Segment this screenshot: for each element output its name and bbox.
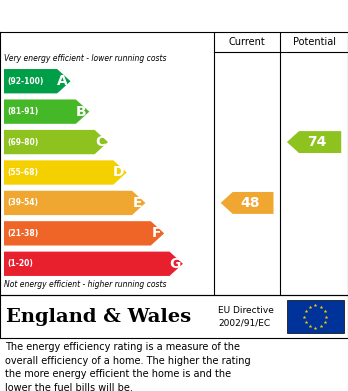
Text: (69-80): (69-80)	[7, 138, 38, 147]
Polygon shape	[4, 130, 108, 154]
Text: 48: 48	[240, 196, 260, 210]
Text: E: E	[133, 196, 142, 210]
Polygon shape	[4, 252, 183, 276]
Polygon shape	[4, 69, 71, 93]
Text: 2002/91/EC: 2002/91/EC	[218, 318, 270, 327]
Text: Not energy efficient - higher running costs: Not energy efficient - higher running co…	[4, 280, 166, 289]
Bar	[287, 300, 344, 333]
Text: F: F	[151, 226, 161, 240]
Text: (81-91): (81-91)	[7, 107, 38, 116]
Text: (21-38): (21-38)	[7, 229, 38, 238]
Text: Current: Current	[229, 37, 266, 47]
Text: Potential: Potential	[293, 37, 335, 47]
Text: Energy Efficiency Rating: Energy Efficiency Rating	[8, 9, 229, 23]
Text: C: C	[95, 135, 105, 149]
Text: A: A	[57, 74, 68, 88]
Text: 74: 74	[307, 135, 326, 149]
Text: The energy efficiency rating is a measure of the
overall efficiency of a home. T: The energy efficiency rating is a measur…	[5, 342, 251, 391]
Polygon shape	[287, 131, 341, 153]
Polygon shape	[4, 191, 145, 215]
Polygon shape	[4, 221, 164, 246]
Text: Very energy efficient - lower running costs: Very energy efficient - lower running co…	[4, 54, 166, 63]
Text: England & Wales: England & Wales	[6, 307, 191, 325]
Text: (92-100): (92-100)	[7, 77, 44, 86]
Text: (39-54): (39-54)	[7, 198, 38, 208]
Text: B: B	[76, 105, 87, 118]
Text: D: D	[113, 165, 125, 179]
Text: EU Directive: EU Directive	[218, 305, 274, 314]
Polygon shape	[4, 160, 127, 185]
Text: G: G	[169, 257, 181, 271]
Polygon shape	[4, 99, 89, 124]
Polygon shape	[221, 192, 274, 214]
Text: (1-20): (1-20)	[7, 259, 33, 268]
Text: (55-68): (55-68)	[7, 168, 38, 177]
